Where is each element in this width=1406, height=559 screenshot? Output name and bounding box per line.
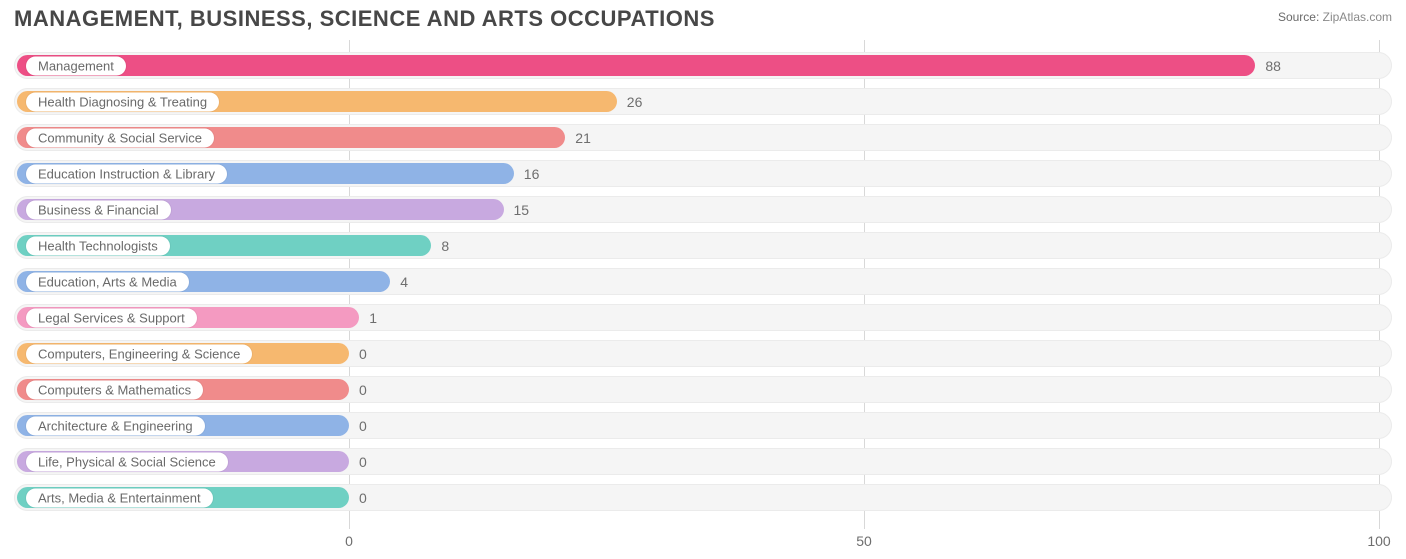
bar-row: Community & Social Service 21: [14, 122, 1392, 153]
bar-label: Education Instruction & Library: [26, 164, 227, 183]
bar-track: Business & Financial 15: [14, 196, 1392, 223]
x-tick-label: 50: [856, 533, 872, 549]
bar-value: 0: [359, 346, 367, 362]
bar-track: Computers & Mathematics 0: [14, 376, 1392, 403]
bar-row: Business & Financial 15: [14, 194, 1392, 225]
source-attribution: Source: ZipAtlas.com: [1278, 10, 1392, 24]
bar-label: Health Technologists: [26, 236, 170, 255]
bars-area: Management 88 Health Diagnosing & Treating…: [14, 50, 1392, 519]
source-label: Source:: [1278, 10, 1319, 24]
bar-track: Legal Services & Support 1: [14, 304, 1392, 331]
x-axis: 0 50 100: [14, 533, 1392, 553]
bar-track: Computers, Engineering & Science 0: [14, 340, 1392, 367]
bar-value: 0: [359, 418, 367, 434]
bar-track: Architecture & Engineering 0: [14, 412, 1392, 439]
bar-row: Legal Services & Support 1: [14, 302, 1392, 333]
bar-value: 4: [400, 274, 408, 290]
bar-row: Architecture & Engineering 0: [14, 410, 1392, 441]
bar-row: Computers, Engineering & Science 0: [14, 338, 1392, 369]
x-tick-label: 100: [1367, 533, 1390, 549]
x-tick-label: 0: [345, 533, 353, 549]
bar-track: Arts, Media & Entertainment 0: [14, 484, 1392, 511]
bar-value: 0: [359, 454, 367, 470]
bar-row: Health Diagnosing & Treating 26: [14, 86, 1392, 117]
bar-label: Computers & Mathematics: [26, 380, 203, 399]
chart-container: MANAGEMENT, BUSINESS, SCIENCE AND ARTS O…: [0, 0, 1406, 559]
bar-label: Life, Physical & Social Science: [26, 452, 228, 471]
bar-track: Management 88: [14, 52, 1392, 79]
bar-value: 15: [514, 202, 530, 218]
bar-value: 0: [359, 490, 367, 506]
bar-track: Education Instruction & Library 16: [14, 160, 1392, 187]
bar-label: Management: [26, 56, 126, 75]
bar-row: Education, Arts & Media 4: [14, 266, 1392, 297]
bar-track: Education, Arts & Media 4: [14, 268, 1392, 295]
bar-row: Arts, Media & Entertainment 0: [14, 482, 1392, 513]
bar-track: Health Technologists 8: [14, 232, 1392, 259]
chart-title: MANAGEMENT, BUSINESS, SCIENCE AND ARTS O…: [14, 6, 715, 32]
bar-label: Legal Services & Support: [26, 308, 197, 327]
bar-value: 1: [369, 310, 377, 326]
plot-area: Management 88 Health Diagnosing & Treating…: [14, 40, 1392, 529]
bar-label: Health Diagnosing & Treating: [26, 92, 219, 111]
bar-row: Computers & Mathematics 0: [14, 374, 1392, 405]
bar-value: 0: [359, 382, 367, 398]
bar-label: Computers, Engineering & Science: [26, 344, 252, 363]
bar-label: Business & Financial: [26, 200, 171, 219]
bar-value: 8: [441, 238, 449, 254]
bar-value: 88: [1265, 58, 1281, 74]
bar-value: 16: [524, 166, 540, 182]
bar-fill: [17, 55, 1255, 76]
bar-label: Arts, Media & Entertainment: [26, 488, 213, 507]
bar-label: Architecture & Engineering: [26, 416, 205, 435]
bar-row: Life, Physical & Social Science 0: [14, 446, 1392, 477]
bar-track: Life, Physical & Social Science 0: [14, 448, 1392, 475]
bar-value: 26: [627, 94, 643, 110]
bar-row: Management 88: [14, 50, 1392, 81]
bar-row: Health Technologists 8: [14, 230, 1392, 261]
bar-track: Community & Social Service 21: [14, 124, 1392, 151]
bar-row: Education Instruction & Library 16: [14, 158, 1392, 189]
bar-track: Health Diagnosing & Treating 26: [14, 88, 1392, 115]
bar-value: 21: [575, 130, 591, 146]
bar-label: Education, Arts & Media: [26, 272, 189, 291]
bar-label: Community & Social Service: [26, 128, 214, 147]
source-value: ZipAtlas.com: [1323, 10, 1392, 24]
